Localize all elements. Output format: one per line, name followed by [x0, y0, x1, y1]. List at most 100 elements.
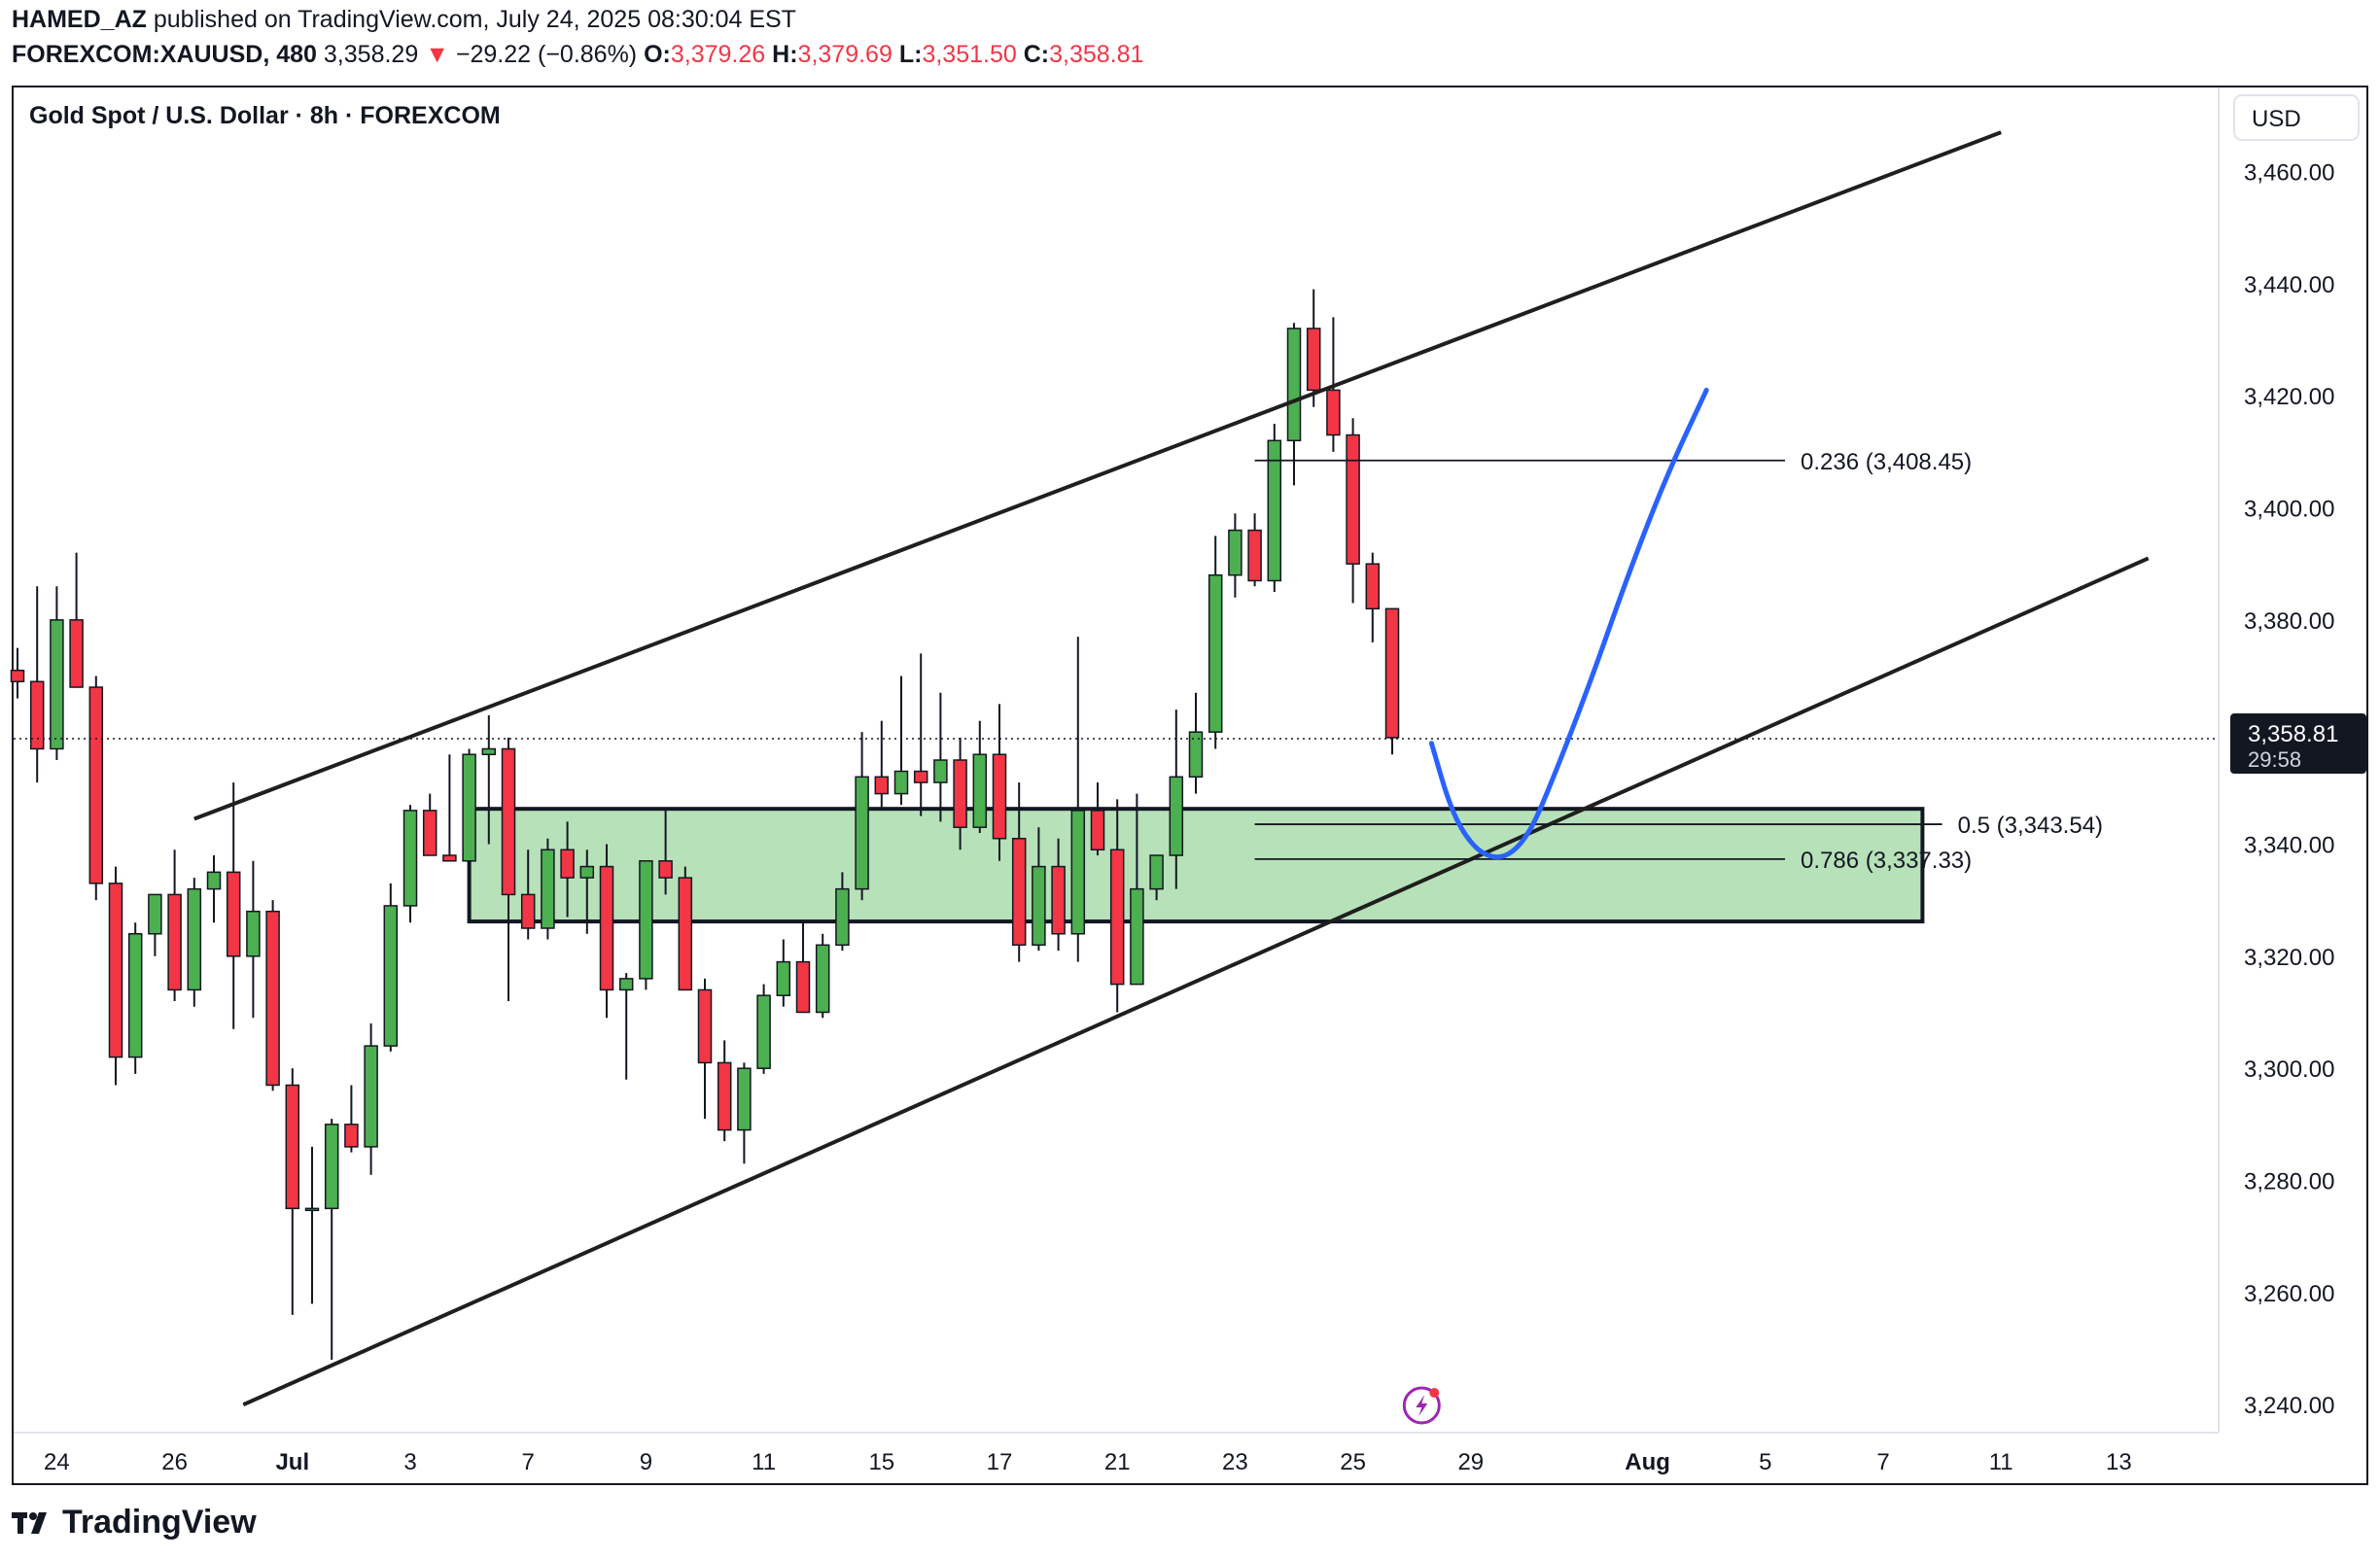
candle-down: [1306, 328, 1321, 392]
price-tick-label: 3,440.00: [2244, 272, 2334, 298]
candle-up: [1070, 810, 1086, 935]
lightning-bolt-icon: [1416, 1395, 1428, 1416]
candle-down: [678, 877, 693, 991]
candle-up: [1267, 439, 1282, 582]
last-price-tag: [2230, 713, 2366, 775]
candle-down: [1109, 849, 1125, 986]
high-value: 3,379.69: [797, 41, 892, 68]
tradingview-logo[interactable]: TradingView: [12, 1504, 257, 1542]
candle-down: [658, 860, 673, 879]
candle-down: [226, 871, 241, 957]
candle-up: [933, 759, 948, 783]
candle-down: [167, 893, 182, 991]
projection-curve: [1428, 387, 1709, 860]
currency-button[interactable]: [2233, 94, 2360, 141]
time-tick-label: 11: [1989, 1449, 2013, 1475]
candle-up: [127, 933, 143, 1058]
price-tick-label: 3,340.00: [2244, 833, 2334, 859]
brand-name: TradingView: [62, 1504, 257, 1541]
last-price: 3,358.29: [323, 41, 419, 68]
candle-up: [1169, 776, 1184, 856]
candle-up: [187, 887, 202, 991]
candle-up: [893, 770, 909, 795]
candle-up: [579, 865, 595, 879]
last-price-tag-label: 3,358.81: [2248, 721, 2338, 747]
candle-up: [1130, 887, 1144, 986]
open-label: O:: [644, 41, 671, 68]
candle-down: [913, 770, 928, 783]
candle-up: [541, 849, 555, 929]
author-name[interactable]: HAMED_AZ: [12, 6, 147, 33]
low-value: 3,351.50: [922, 41, 1017, 68]
candle-down: [29, 680, 45, 750]
candle-up: [304, 1207, 320, 1212]
candle-up: [1286, 328, 1302, 442]
price-tick-label: 3,280.00: [2244, 1169, 2334, 1195]
candle-down: [1365, 563, 1381, 610]
candle-down: [422, 810, 438, 856]
candle-down: [560, 849, 575, 879]
candle-up: [1032, 865, 1046, 947]
time-tick-label: Jul: [275, 1449, 309, 1475]
time-tick-label: 21: [1104, 1449, 1131, 1475]
candle-down: [69, 619, 84, 688]
candle-down: [1326, 389, 1341, 436]
time-tick-label: 15: [868, 1449, 894, 1475]
candle-down: [717, 1061, 732, 1131]
candle-down: [1051, 865, 1066, 935]
candle-down: [1384, 607, 1400, 739]
candle-up: [972, 753, 988, 828]
channel-upper-line: [193, 130, 2002, 821]
time-tick-label: 29: [1457, 1449, 1484, 1475]
candle-up: [1149, 854, 1164, 890]
candle-up: [206, 871, 222, 890]
time-tick-label: 25: [1340, 1449, 1366, 1475]
candle-up: [50, 619, 64, 750]
time-tick-label: 9: [640, 1449, 652, 1475]
time-tick-label: 23: [1222, 1449, 1248, 1475]
candle-up: [1188, 731, 1204, 779]
time-tick-label: Aug: [1625, 1449, 1670, 1475]
candle-down: [953, 759, 967, 828]
time-tick-label: 26: [161, 1449, 188, 1475]
time-tick-label: 13: [2106, 1449, 2132, 1475]
candle-down: [1247, 529, 1262, 582]
candle-down: [88, 686, 104, 884]
candle-down: [874, 776, 890, 795]
candle-up: [835, 887, 850, 947]
candle-down: [442, 854, 457, 862]
candle-down: [520, 893, 536, 929]
candle-down: [108, 883, 123, 1058]
candle-up: [756, 994, 771, 1069]
time-tick-label: 3: [403, 1449, 416, 1475]
high-label: H:: [772, 41, 798, 68]
candle-up: [383, 905, 399, 1047]
price-tick-label: 3,460.00: [2244, 160, 2334, 187]
close-label: C:: [1023, 41, 1050, 68]
candle-down: [285, 1084, 300, 1210]
low-label: L:: [898, 41, 923, 68]
channel-lower-line: [242, 556, 2150, 1406]
candle-down: [344, 1124, 359, 1148]
time-tick-label: 7: [522, 1449, 535, 1475]
price-tick-label: 3,320.00: [2244, 945, 2334, 971]
price-change: −29.22 (−0.86%): [455, 41, 638, 68]
fib-level-label: 0.236 (3,408.45): [1801, 449, 1972, 475]
publish-line: HAMED_AZ published on TradingView.com, J…: [12, 6, 796, 34]
candle-down: [992, 753, 1007, 840]
candle-up: [364, 1045, 378, 1148]
candle-up: [402, 810, 418, 907]
candle-down: [1346, 433, 1360, 565]
candle-up: [855, 776, 869, 890]
tradingview-logo-icon: [12, 1511, 47, 1534]
price-tick-label: 3,240.00: [2244, 1393, 2334, 1419]
time-tick-label: 24: [44, 1449, 70, 1475]
time-tick-label: 7: [1876, 1449, 1889, 1475]
price-tick-label: 3,400.00: [2244, 497, 2334, 523]
open-value: 3,379.26: [670, 41, 766, 68]
price-tick-label: 3,380.00: [2244, 608, 2334, 635]
symbol-label: FOREXCOM:XAUUSD, 480: [12, 41, 317, 68]
time-tick-label: 5: [1759, 1449, 1771, 1475]
currency-label: USD: [2252, 106, 2301, 132]
